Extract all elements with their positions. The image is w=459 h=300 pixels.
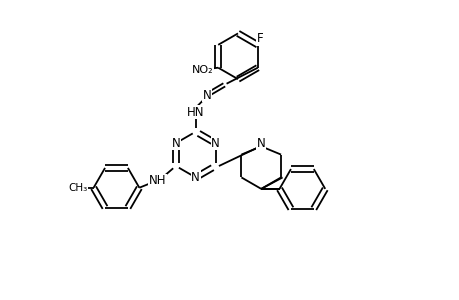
Text: N: N xyxy=(211,136,219,150)
Text: F: F xyxy=(256,32,263,45)
Text: N: N xyxy=(202,88,211,102)
Text: N: N xyxy=(191,171,200,184)
Text: N: N xyxy=(171,136,180,150)
Text: N: N xyxy=(256,136,265,150)
Text: NH: NH xyxy=(149,174,166,188)
Text: HN: HN xyxy=(186,106,204,119)
Text: NO₂: NO₂ xyxy=(191,65,213,75)
Text: CH₃: CH₃ xyxy=(68,183,87,193)
